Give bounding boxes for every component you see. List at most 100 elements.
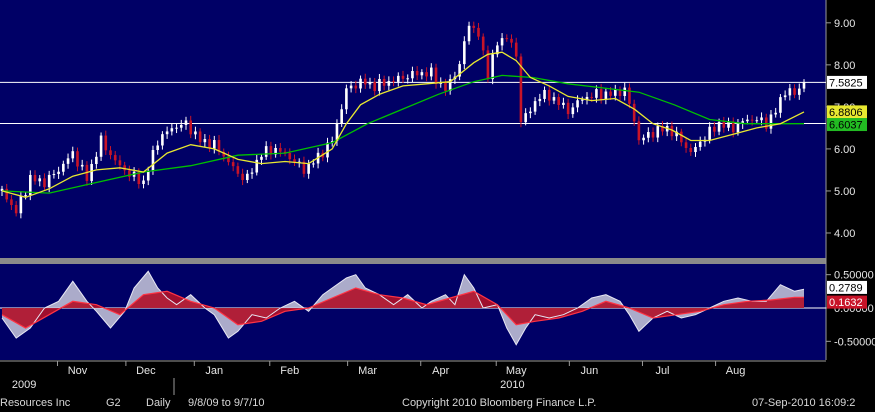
slow-moving-average-line <box>1 74 804 194</box>
year-label: 2009 <box>12 379 36 391</box>
candle-body <box>146 170 150 181</box>
candle-body <box>656 126 660 138</box>
candle-body <box>264 146 268 157</box>
candle-body <box>231 162 235 167</box>
month-label: Jun <box>580 365 598 377</box>
candle-body <box>66 158 70 164</box>
time-axis-background <box>0 360 875 395</box>
candle-body <box>401 75 405 79</box>
candle-body <box>604 91 608 100</box>
candle-body <box>552 97 556 101</box>
candle-body <box>722 121 726 128</box>
candle-body <box>628 87 631 104</box>
candle-body <box>203 139 207 143</box>
candle-body <box>543 89 546 99</box>
candle-body <box>448 79 452 91</box>
candle-body <box>741 121 744 124</box>
candle-body <box>212 140 216 149</box>
candle-body <box>250 172 254 174</box>
candle-body <box>637 121 641 141</box>
candle-body <box>500 38 504 46</box>
candle-body <box>788 88 792 96</box>
candle-body <box>760 117 763 121</box>
candle-body <box>269 146 273 155</box>
candle-body <box>524 113 527 123</box>
candle-body <box>57 171 60 175</box>
candle-body <box>274 147 277 155</box>
price-tick-label: 8.00 <box>834 60 855 72</box>
candle-body <box>302 161 306 174</box>
candle-body <box>750 119 754 121</box>
candle-body <box>368 81 372 85</box>
candle-body <box>727 121 730 128</box>
candle-body <box>118 160 122 166</box>
candle-body <box>208 139 211 149</box>
candle-body <box>415 71 419 76</box>
candle-body <box>33 174 37 182</box>
panel-separator <box>0 258 826 264</box>
candle-body <box>340 109 343 123</box>
candle-body <box>184 120 188 125</box>
candle-body <box>467 25 471 42</box>
candle-body <box>142 180 145 185</box>
candle-body <box>595 89 598 98</box>
price-tick-label: 4.00 <box>834 228 855 240</box>
candle-body <box>255 159 259 173</box>
candle-body <box>571 107 575 115</box>
candle-body <box>113 155 117 161</box>
oscillator-main-line <box>1 270 805 346</box>
candle-body <box>161 134 164 146</box>
month-label: Nov <box>68 365 88 377</box>
signal-value-label: 0.1632 <box>829 297 863 309</box>
candle-body <box>420 72 424 76</box>
oscillator-value-box <box>827 280 867 294</box>
fast-average-value-label: 6.8806 <box>829 107 863 119</box>
candle-body <box>10 199 13 205</box>
candle-body <box>288 152 292 160</box>
fast-moving-average-line <box>1 51 805 198</box>
candle-body <box>62 163 65 172</box>
slow-average-value-label: 6.6037 <box>829 120 863 132</box>
candle-body <box>731 121 735 133</box>
candle-body <box>736 123 740 133</box>
copyright-text: Copyright 2010 Bloomberg Finance L.P. <box>402 397 597 409</box>
month-label: Aug <box>726 365 746 377</box>
candle-body <box>279 147 282 152</box>
candle-body <box>590 96 594 98</box>
candle-body <box>675 131 678 137</box>
candle-body <box>165 131 169 135</box>
month-label: Jul <box>655 365 669 377</box>
security-name: Resources Inc <box>0 397 71 409</box>
axis-layer: 4.005.006.007.008.009.000.500000.00000-0… <box>0 18 875 395</box>
candle-body <box>425 72 428 77</box>
candle-body <box>194 131 197 135</box>
candle-body <box>71 151 75 159</box>
candle-body <box>241 173 244 181</box>
candle-body <box>76 151 79 167</box>
candle-body <box>227 156 230 163</box>
candle-body <box>293 159 296 163</box>
candle-body <box>689 147 693 153</box>
candle-body <box>562 102 565 105</box>
candle-body <box>632 103 636 122</box>
candle-body <box>708 126 711 140</box>
candle-body <box>47 174 51 188</box>
candle-body <box>623 87 627 96</box>
oscillator-value-label: 0.2789 <box>829 282 863 294</box>
candle-body <box>326 142 329 158</box>
signal-value-box <box>827 295 867 309</box>
candle-body <box>434 67 438 84</box>
candle-body <box>373 81 376 92</box>
candle-body <box>236 166 240 174</box>
candle-body <box>774 112 777 115</box>
date-range: 9/8/09 to 9/7/10 <box>188 397 265 409</box>
candle-body <box>0 188 4 191</box>
candle-body <box>684 142 688 148</box>
month-label: Jan <box>205 365 223 377</box>
candle-body <box>359 78 362 89</box>
candle-body <box>599 89 603 100</box>
candle-body <box>783 95 787 98</box>
candle-body <box>392 81 395 83</box>
candle-body <box>123 165 126 171</box>
month-label: Apr <box>432 365 449 377</box>
